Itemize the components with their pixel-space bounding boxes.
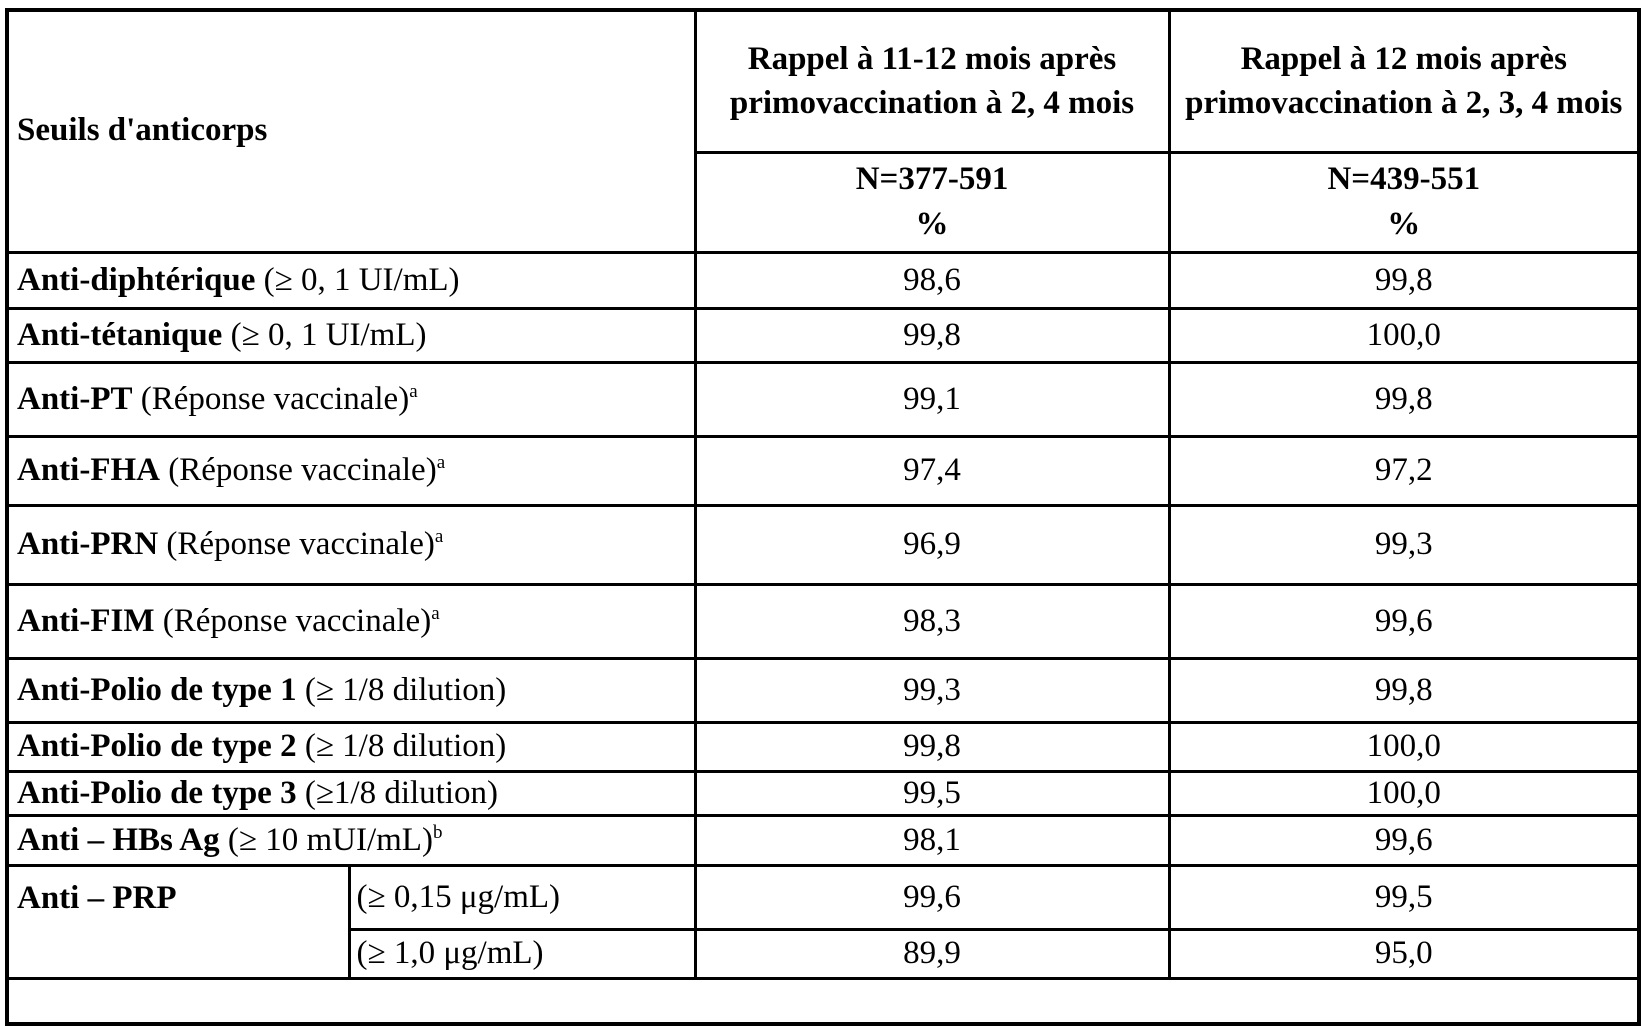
value-cell: 99,8: [693, 306, 1171, 364]
row-label: Anti-FHA (Réponse vaccinale)a: [5, 434, 697, 507]
row-label-prp: Anti – PRP: [5, 863, 351, 980]
column-header-booster-12: Rappel à 12 mois après primovaccination …: [1167, 8, 1641, 154]
value-cell: 97,2: [1167, 434, 1641, 507]
row-label-criteria: (≥1/8 dilution): [296, 774, 499, 811]
header-row-titles: Seuils d'anticorps Rappel à 11-12 mois a…: [5, 8, 1641, 254]
column-header-booster-11-12: Rappel à 11-12 mois après primovaccinati…: [693, 8, 1171, 154]
row-label: Anti-Polio de type 1 (≥ 1/8 dilution): [5, 656, 697, 724]
row-label-bold: Anti-tétanique: [17, 316, 223, 353]
value-cell: 98,3: [693, 582, 1171, 660]
value-cell: 98,1: [693, 813, 1171, 867]
table-row: Anti-PT (Réponse vaccinale)a 99,1 99,8: [5, 360, 1641, 438]
row-label-criteria: (≥ 0, 1 UI/mL): [255, 261, 460, 298]
row-label-bold: Anti-Polio de type 2: [17, 728, 297, 765]
value-cell: 97,4: [693, 434, 1171, 507]
antibody-thresholds-table: Seuils d'anticorps Rappel à 11-12 mois a…: [5, 8, 1641, 1026]
table-row: Anti-diphtérique (≥ 0, 1 UI/mL) 98,6 99,…: [5, 250, 1641, 310]
row-label-bold: Anti-Polio de type 1: [17, 671, 297, 708]
value-cell: 99,5: [693, 769, 1171, 817]
value-cell: 99,1: [693, 360, 1171, 438]
row-label: Anti-PT (Réponse vaccinale)a: [5, 360, 697, 438]
row-label-criteria: (Réponse vaccinale): [158, 526, 435, 563]
table-row: Anti – HBs Ag (≥ 10 mUI/mL)b 98,1 99,6: [5, 813, 1641, 867]
row-label-bold: Anti-FIM: [17, 602, 155, 639]
row-label: Anti – HBs Ag (≥ 10 mUI/mL)b: [5, 813, 697, 867]
row-label-criteria: (Réponse vaccinale): [160, 452, 437, 489]
row-label: Anti-Polio de type 3 (≥1/8 dilution): [5, 769, 697, 817]
value-cell: 98,6: [693, 250, 1171, 310]
value-cell: 99,8: [1167, 250, 1641, 310]
value-cell: 89,9: [693, 927, 1171, 980]
value-cell: 99,8: [693, 720, 1171, 773]
footnote-marker: b: [432, 821, 443, 843]
row-label-bold: Anti – HBs Ag: [17, 821, 220, 858]
value-cell: 100,0: [1167, 306, 1641, 364]
value-cell: 99,6: [1167, 582, 1641, 660]
row-label: Anti-FIM (Réponse vaccinale)a: [5, 582, 697, 660]
percent-sign: %: [915, 206, 949, 242]
percent-sign: %: [1387, 206, 1421, 242]
value-cell: 99,8: [1167, 360, 1641, 438]
n-value: N=377-591: [855, 161, 1009, 197]
footnote-marker: a: [409, 380, 418, 402]
row-label: Anti-tétanique (≥ 0, 1 UI/mL): [5, 306, 697, 364]
n-value: N=439-551: [1327, 161, 1481, 197]
row-label-criteria: (≥ 1/8 dilution): [296, 671, 507, 708]
table-row: Anti-FHA (Réponse vaccinale)a 97,4 97,2: [5, 434, 1641, 507]
value-cell: 100,0: [1167, 769, 1641, 817]
value-cell: 99,6: [1167, 813, 1641, 867]
table-row: Anti-FIM (Réponse vaccinale)a 98,3 99,6: [5, 582, 1641, 660]
header-row-n: N=377-591 % N=439-551 %: [7, 150, 1641, 254]
value-cell: 99,3: [1167, 503, 1641, 586]
prp-criteria: (≥ 1,0 μg/mL): [347, 927, 697, 980]
row-label-bold: Anti-diphtérique: [17, 261, 256, 298]
row-label-criteria: (≥ 10 mUI/mL): [219, 821, 433, 858]
row-label: Anti-Polio de type 2 (≥ 1/8 dilution): [5, 720, 697, 773]
table-row: Anti-tétanique (≥ 0, 1 UI/mL) 99,8 100,0: [5, 306, 1641, 364]
row-label-criteria: (≥ 1/8 dilution): [296, 728, 507, 765]
value-cell: 99,8: [1167, 656, 1641, 724]
table-row-prp-1: Anti – PRP (≥ 0,15 μg/mL) 99,6 99,5: [5, 863, 1641, 980]
footnote-marker: a: [436, 452, 446, 474]
row-label-bold: Anti-Polio de type 3: [17, 774, 297, 811]
value-cell: 99,6: [693, 863, 1171, 931]
value-cell: 96,9: [693, 503, 1171, 586]
footnote-area: [5, 976, 1641, 1025]
row-label-bold: Anti-PT: [17, 380, 133, 417]
value-cell: 100,0: [1167, 720, 1641, 773]
row-label-criteria: (Réponse vaccinale): [154, 602, 432, 639]
value-cell: 99,3: [693, 656, 1171, 724]
table-row: Anti-Polio de type 2 (≥ 1/8 dilution) 99…: [5, 720, 1641, 773]
n-range-col1: N=377-591 %: [693, 150, 1171, 254]
table-row: Anti-Polio de type 3 (≥1/8 dilution) 99,…: [5, 769, 1641, 817]
n-range-col2: N=439-551 %: [1167, 150, 1641, 254]
table-row: Anti-Polio de type 1 (≥ 1/8 dilution) 99…: [5, 656, 1641, 724]
row-label-criteria: (≥ 0, 1 UI/mL): [222, 316, 427, 353]
footnote-marker: a: [434, 526, 444, 548]
row-label: Anti-PRN (Réponse vaccinale)a: [5, 503, 697, 586]
value-cell: 99,5: [1167, 863, 1641, 931]
row-label-bold: Anti-FHA: [17, 452, 160, 489]
footnote-marker: a: [431, 602, 440, 624]
table-row: Anti-PRN (Réponse vaccinale)a 96,9 99,3: [5, 503, 1641, 586]
prp-criteria: (≥ 0,15 μg/mL): [347, 863, 697, 931]
row-label: Anti-diphtérique (≥ 0, 1 UI/mL): [5, 250, 697, 310]
row-label-criteria: (Réponse vaccinale): [132, 380, 410, 417]
row-label-bold: Anti-PRN: [17, 526, 159, 563]
value-cell: 95,0: [1167, 927, 1641, 980]
footnote-row-cutoff: [5, 976, 1641, 1025]
corner-header: Seuils d'anticorps: [5, 8, 697, 254]
table-row-prp-2: (≥ 1,0 μg/mL) 89,9 95,0: [7, 927, 1641, 980]
